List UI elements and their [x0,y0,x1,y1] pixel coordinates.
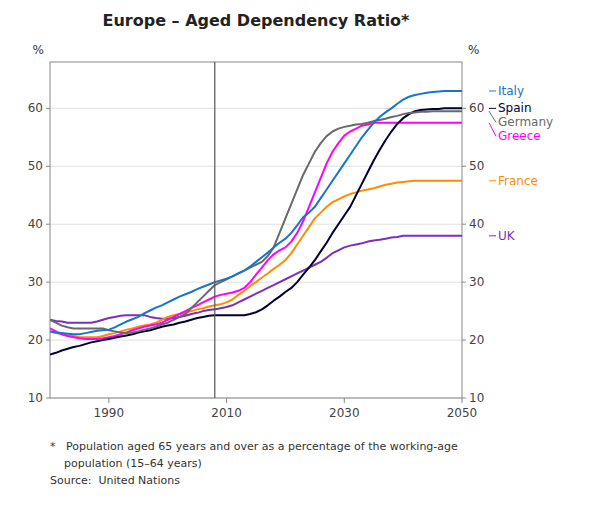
grid [50,108,462,398]
series-label: Spain [498,101,532,115]
x-tick [226,398,227,403]
x-tick [462,398,463,403]
x-tick-label: 2050 [447,406,478,420]
label-leader [489,108,496,109]
y-tick-label: 20 [28,333,43,347]
chart: Europe – Aged Dependency Ratio*%%1020304… [0,0,600,531]
y-tick [46,166,50,167]
y-tick [46,340,50,341]
series-line [50,181,462,337]
y2-tick [462,108,466,109]
y-tick [46,108,50,109]
y-tick-label: 50 [28,159,43,173]
y2-tick-label: 40 [469,217,484,231]
series-label: Germany [498,115,553,129]
y2-tick [462,340,466,341]
y2-tick-label: 50 [469,159,484,173]
label-leader [489,111,496,122]
series-line [50,123,462,339]
grid-line [50,166,462,167]
y-tick-label: 30 [28,275,43,289]
y-tick [46,282,50,283]
y-tick-label: 10 [28,391,43,405]
y-tick [46,224,50,225]
y2-tick-label: 10 [469,391,484,405]
series-labels: Italy SpainGermanyGreece France UK [489,84,553,243]
y2-tick-label: 20 [469,333,484,347]
x-tick [344,398,345,403]
label-leader [489,90,496,91]
y2-tick [462,166,466,167]
x-tick [108,398,109,403]
y-axis-label: % [33,43,44,57]
reference-line [214,62,215,398]
x-tick-label: 2030 [329,406,360,420]
label-leader [489,235,496,236]
footnote: Source: United Nations [50,474,180,487]
series-line [50,236,462,323]
y-tick [46,398,50,399]
label-leader [489,180,496,181]
footnote: * Population aged 65 years and over as a… [50,440,458,453]
series-line [50,108,462,354]
plot-area [50,62,462,398]
title: Europe – Aged Dependency Ratio* [103,11,411,30]
label-leader [489,123,496,137]
series-line [50,111,462,333]
grid-line [50,224,462,225]
grid-line [50,108,462,109]
x-tick-label: 2010 [211,406,242,420]
y2-tick [462,224,466,225]
y-tick-label: 40 [28,217,43,231]
series-label: Italy [498,84,524,98]
footnote: population (15–64 years) [50,457,202,470]
series-line [50,91,462,334]
y2-tick-label: 30 [469,275,484,289]
series-label: UK [498,229,516,243]
y-tick-label: 60 [28,101,43,115]
series-label: France [498,174,538,188]
x-tick-label: 1990 [94,406,125,420]
y2-tick [462,282,466,283]
plot-frame [50,62,462,398]
y2-tick [462,398,466,399]
y2-tick-label: 60 [469,101,484,115]
series-label: Greece [498,129,541,143]
grid-line [50,340,462,341]
footnotes: * Population aged 65 years and over as a… [50,440,458,487]
y2-axis-label: % [468,43,479,57]
